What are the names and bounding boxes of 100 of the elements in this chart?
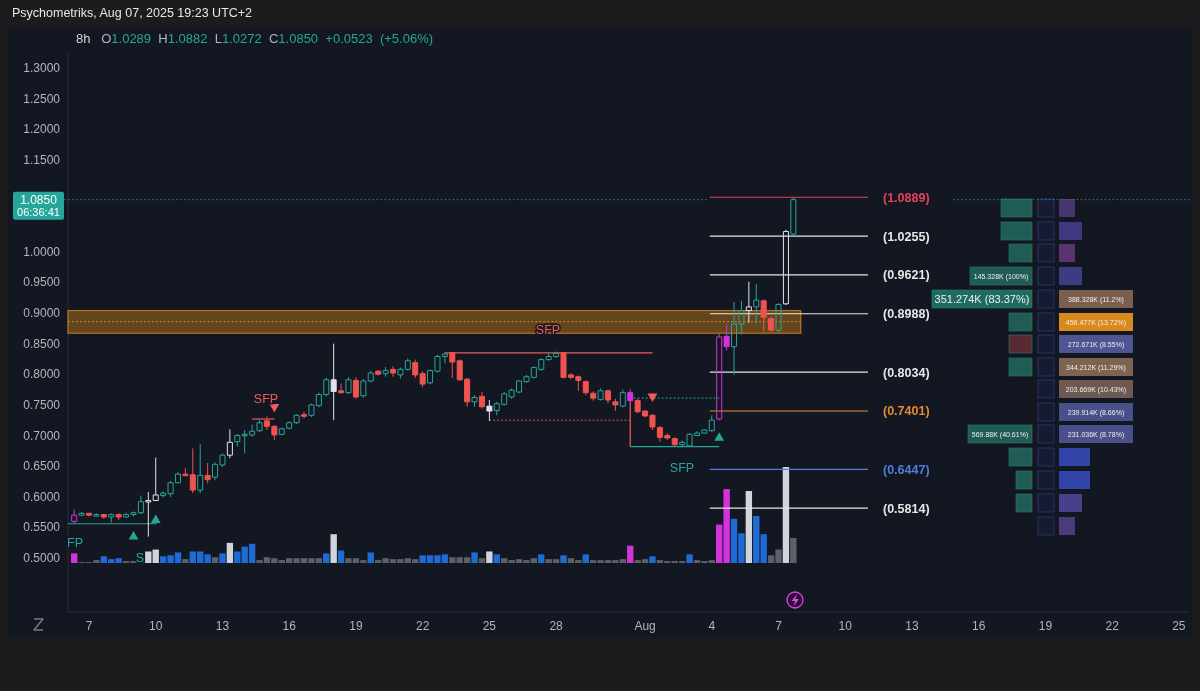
bar (70, 553, 78, 563)
bar (582, 554, 589, 563)
x-tick-label: 16 (972, 619, 986, 633)
x-tick-label: 10 (838, 619, 853, 633)
bar (449, 557, 456, 563)
candlestick (204, 462, 211, 484)
candlestick (619, 389, 626, 408)
ref-line-label: (1.0255) (882, 229, 930, 244)
annotation: SFP (253, 391, 279, 406)
candlestick (753, 283, 760, 324)
y-tick-label: 1.2500 (23, 91, 61, 106)
bar (649, 556, 656, 563)
x-tick-label: 7 (775, 619, 783, 633)
candlestick (389, 365, 397, 378)
y-tick-label: 0.7000 (23, 428, 61, 443)
candlestick (115, 512, 122, 521)
candlestick (226, 428, 233, 459)
candlestick (71, 509, 78, 524)
ref-line-label: (0.7401) (882, 404, 930, 419)
candlestick (775, 302, 782, 333)
x-tick-label: 28 (549, 619, 564, 633)
candlestick (768, 316, 775, 333)
text: O1.0289 H1.0882 L1.0272 C1.0850 +0.0523 (+5.06%) (101, 31, 434, 46)
bar (337, 550, 345, 563)
candlestick (590, 390, 597, 402)
candlestick (790, 197, 797, 236)
candlestick (478, 391, 485, 410)
candlestick (760, 299, 767, 332)
bar (560, 555, 567, 563)
candlestick (145, 491, 152, 538)
candlestick (352, 376, 359, 400)
x-tick-label: Aug (634, 619, 656, 633)
candlestick (604, 389, 612, 404)
candlestick (330, 343, 337, 421)
candlestick (300, 411, 308, 419)
y-tick-label: 0.6500 (23, 459, 61, 474)
chart-title: 8h (76, 31, 91, 46)
x-tick-label: 25 (1172, 619, 1186, 633)
candlestick (627, 389, 634, 403)
candlestick (85, 512, 93, 517)
bar (478, 558, 486, 563)
candlestick (234, 433, 241, 448)
x-tick-label: 16 (282, 619, 297, 633)
ref-line-label: (1.0889) (882, 190, 930, 205)
bar (753, 515, 760, 563)
candlestick (612, 398, 619, 412)
bar (330, 534, 337, 563)
bar (790, 538, 797, 563)
ref-line-label: (0.5814) (882, 501, 930, 516)
y-tick-label: 1.2000 (23, 122, 61, 137)
bar (782, 467, 790, 563)
candlestick (338, 382, 345, 395)
annotation: FP (67, 535, 83, 550)
bar (219, 553, 226, 563)
candlestick (597, 387, 604, 402)
candlestick (360, 378, 367, 399)
ref-line-label: (0.8988) (882, 307, 930, 322)
candlestick (382, 366, 389, 378)
y-tick-label: 0.7500 (23, 397, 61, 412)
text: 06:36:41 (17, 205, 60, 218)
y-tick-label: 0.6000 (23, 489, 61, 504)
annotation: SFP (669, 460, 695, 475)
y-tick-label: 0.9000 (23, 306, 61, 321)
ref-line-label: (0.9621) (882, 268, 930, 283)
bar (226, 542, 234, 563)
candlestick (78, 511, 85, 517)
x-tick-label: 13 (905, 619, 919, 633)
bar (745, 491, 753, 563)
candlestick (367, 370, 374, 383)
candlestick (486, 399, 493, 422)
candlestick (471, 394, 478, 408)
x-tick-label: 19 (1038, 619, 1053, 633)
y-tick-label: 0.5000 (23, 551, 61, 566)
candlestick (671, 436, 678, 447)
x-tick-label: 22 (1105, 619, 1120, 633)
y-tick-label: 1.3000 (23, 60, 61, 75)
annotation: SFP (535, 322, 561, 337)
y-tick-label: 0.5500 (23, 520, 61, 535)
candlestick (582, 379, 589, 396)
bar (234, 551, 241, 563)
bar (760, 534, 767, 563)
x-tick-label: 19 (349, 619, 363, 633)
x-tick-label: 7 (85, 619, 93, 633)
x-tick-label: 22 (415, 619, 430, 633)
candlestick (100, 513, 107, 520)
candlestick (152, 457, 159, 502)
candlestick (197, 443, 204, 494)
y-tick-label: 1.0000 (23, 244, 61, 259)
y-tick-label: 0.9500 (23, 275, 61, 290)
x-tick-label: 4 (708, 619, 716, 633)
bar (471, 552, 478, 563)
bar (211, 557, 219, 563)
x-tick-label: 10 (149, 619, 163, 633)
bar (493, 554, 500, 563)
candlestick (256, 419, 263, 433)
bar (323, 553, 330, 563)
bar (538, 554, 545, 563)
ref-line-label: 1.0850 (20, 192, 58, 207)
candlestick (345, 376, 352, 395)
ref-line-label: (0.6447) (882, 462, 930, 477)
